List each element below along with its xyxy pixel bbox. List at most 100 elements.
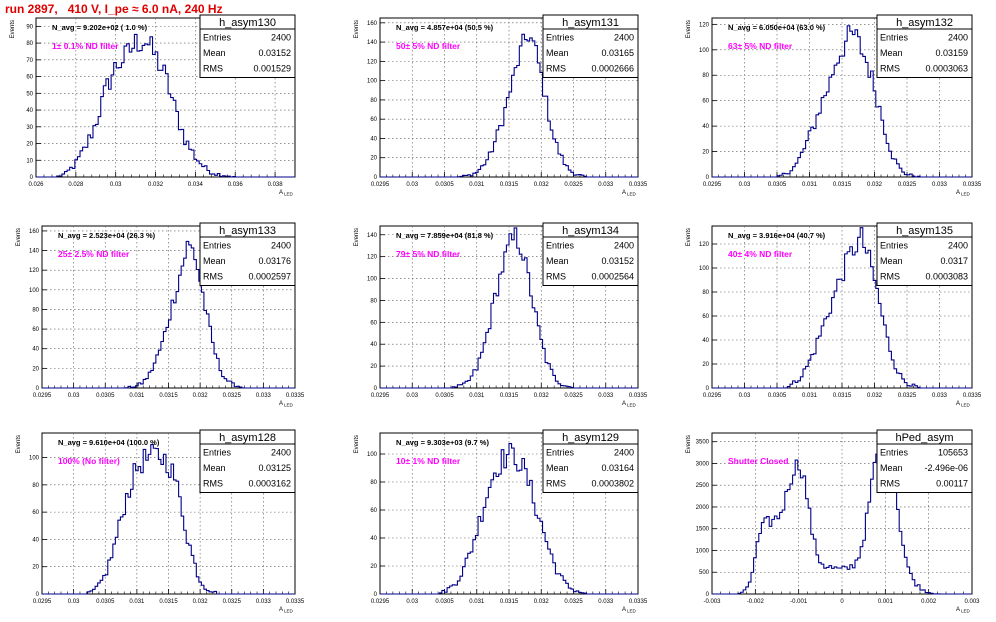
x-tick-label: 0.032: [193, 393, 209, 399]
x-tick-label: 0.032: [534, 182, 550, 188]
x-tick-label: 0.0325: [564, 182, 583, 188]
x-tick-label: 0.03: [406, 182, 418, 188]
y-tick-label: 120: [699, 242, 710, 248]
y-axis-label: Events: [686, 435, 692, 453]
histogram-name: h_asym134: [562, 225, 619, 237]
filter-annotation: 25± 2.5% ND filter: [58, 249, 130, 259]
x-tick-label: 0.032: [193, 599, 209, 605]
run-title: run 2897, 410 V, I_pe ≈ 6.0 nA, 240 Hz: [5, 2, 223, 16]
y-tick-label: 50: [26, 91, 33, 97]
y-axis-label: Events: [16, 435, 22, 453]
stats-mean-value: 0.03152: [601, 256, 634, 266]
x-tick-label: -0.001: [790, 599, 808, 605]
y-axis-label: Events: [16, 228, 22, 246]
y-tick-label: 140: [367, 40, 378, 46]
y-tick-label: 80: [26, 41, 33, 47]
x-tick-label: 0.0315: [159, 393, 178, 399]
histogram-line: [380, 443, 638, 595]
x-tick-label: 0.026: [28, 182, 44, 188]
x-axis-label: ALED: [279, 401, 294, 408]
x-tick-label: 0.032: [534, 393, 550, 399]
histogram-line: [380, 227, 638, 389]
x-tick-label: 0.0335: [629, 393, 648, 399]
y-tick-label: 40: [26, 108, 33, 114]
stats-mean-value: -2.496e-06: [924, 463, 968, 473]
stats-rms-value: 0.0003063: [925, 64, 968, 74]
stats-entries-value: 2400: [614, 448, 634, 458]
stats-entries-value: 2400: [271, 241, 291, 251]
x-axis-label-subscript: LED: [627, 192, 637, 197]
y-tick-label: 20: [370, 156, 377, 162]
stats-mean-label: Mean: [546, 256, 569, 266]
stats-mean-value: 0.03159: [935, 48, 968, 58]
filter-annotation: 10± 1% ND filter: [396, 456, 461, 466]
n-avg-annotation: N_avg = 3.916e+04 (40.7 %): [728, 231, 826, 240]
x-axis-label-subscript: LED: [284, 609, 294, 614]
y-tick-label: 20: [702, 150, 709, 156]
stats-rms-value: 0.0003083: [925, 272, 968, 282]
filter-annotation: 79± 5% ND filter: [396, 249, 461, 259]
histogram-line: [42, 444, 295, 595]
stats-entries-value: 2400: [614, 33, 634, 43]
x-tick-label: 0.031: [129, 599, 145, 605]
stats-mean-label: Mean: [546, 48, 569, 58]
histogram-panel: 0.0295 0.03 0.0305 0.031 0.0315 0.032 0.0325 0.…: [354, 222, 648, 408]
y-tick-label: 100: [367, 277, 378, 283]
histogram-name: h_asym128: [219, 432, 276, 444]
n-avg-annotation: N_avg = 9.202e+02 ( 1.0 %): [52, 23, 148, 32]
stats-box: [199, 28, 296, 78]
histogram-name: h_asym135: [896, 225, 953, 237]
histogram-panel: -0.003 -0.002 -0.001 0 0.001 0.002 0.003 0 500 10…: [686, 429, 980, 614]
histogram-panel: 0.0295 0.03 0.0305 0.031 0.0315 0.032 0.0325 0.…: [686, 222, 982, 408]
stats-mean-value: 0.03176: [258, 256, 291, 266]
x-tick-label: 0.0325: [564, 599, 583, 605]
stats-mean-label: Mean: [546, 463, 569, 473]
y-tick-label: 1500: [696, 527, 710, 533]
y-tick-label: 60: [370, 117, 377, 123]
histogram-name: h_asym129: [562, 432, 619, 444]
y-axis-label: Events: [354, 435, 360, 453]
x-tick-label: 0.033: [256, 393, 272, 399]
stats-entries-label: Entries: [203, 241, 232, 251]
stats-entries-label: Entries: [546, 448, 575, 458]
x-tick-label: 0.0295: [33, 599, 52, 605]
y-axis-label: Events: [686, 228, 692, 246]
x-tick-label: 0.0315: [500, 599, 519, 605]
x-tick-label: 0.031: [129, 393, 145, 399]
histogram-line: [712, 436, 972, 595]
filter-annotation: 63± 5% ND filter: [728, 41, 793, 51]
stats-rms-label: RMS: [880, 64, 900, 74]
stats-mean-label: Mean: [880, 48, 903, 58]
y-tick-label: 80: [370, 98, 377, 104]
y-tick-label: 80: [370, 298, 377, 304]
x-tick-label: 0.0335: [286, 393, 305, 399]
stats-mean-label: Mean: [203, 256, 226, 266]
n-avg-annotation: N_avg = 7.859e+04 (81.8 %): [396, 231, 494, 240]
stats-rms-label: RMS: [546, 272, 566, 282]
y-tick-label: 120: [367, 59, 378, 65]
x-tick-label: 0.0305: [435, 599, 454, 605]
x-tick-label: 0.034: [188, 182, 204, 188]
y-tick-label: 0: [706, 592, 710, 598]
x-tick-label: 0.0295: [371, 182, 390, 188]
stats-mean-value: 0.03165: [601, 48, 634, 58]
x-tick-label: 0.0295: [33, 393, 52, 399]
x-tick-label: 0.0305: [96, 599, 115, 605]
x-tick-label: 0.033: [932, 182, 948, 188]
y-tick-label: 0: [706, 386, 710, 392]
n-avg-annotation: N_avg = 6.050e+04 (63.0 %): [728, 23, 826, 32]
stats-entries-value: 105653: [938, 448, 968, 458]
y-tick-label: 20: [370, 364, 377, 370]
y-tick-label: 100: [367, 79, 378, 85]
stats-entries-label: Entries: [203, 33, 232, 43]
y-tick-label: 80: [32, 483, 39, 489]
y-tick-label: 120: [29, 268, 40, 274]
stats-mean-value: 0.0317: [940, 256, 968, 266]
x-tick-label: 0.0325: [223, 599, 242, 605]
x-axis-label: ALED: [622, 190, 637, 197]
x-tick-label: 0.0335: [629, 599, 648, 605]
x-tick-label: 0.0335: [963, 182, 982, 188]
y-tick-label: 60: [702, 99, 709, 105]
x-axis-label-subscript: LED: [627, 403, 637, 408]
y-tick-label: 60: [370, 508, 377, 514]
